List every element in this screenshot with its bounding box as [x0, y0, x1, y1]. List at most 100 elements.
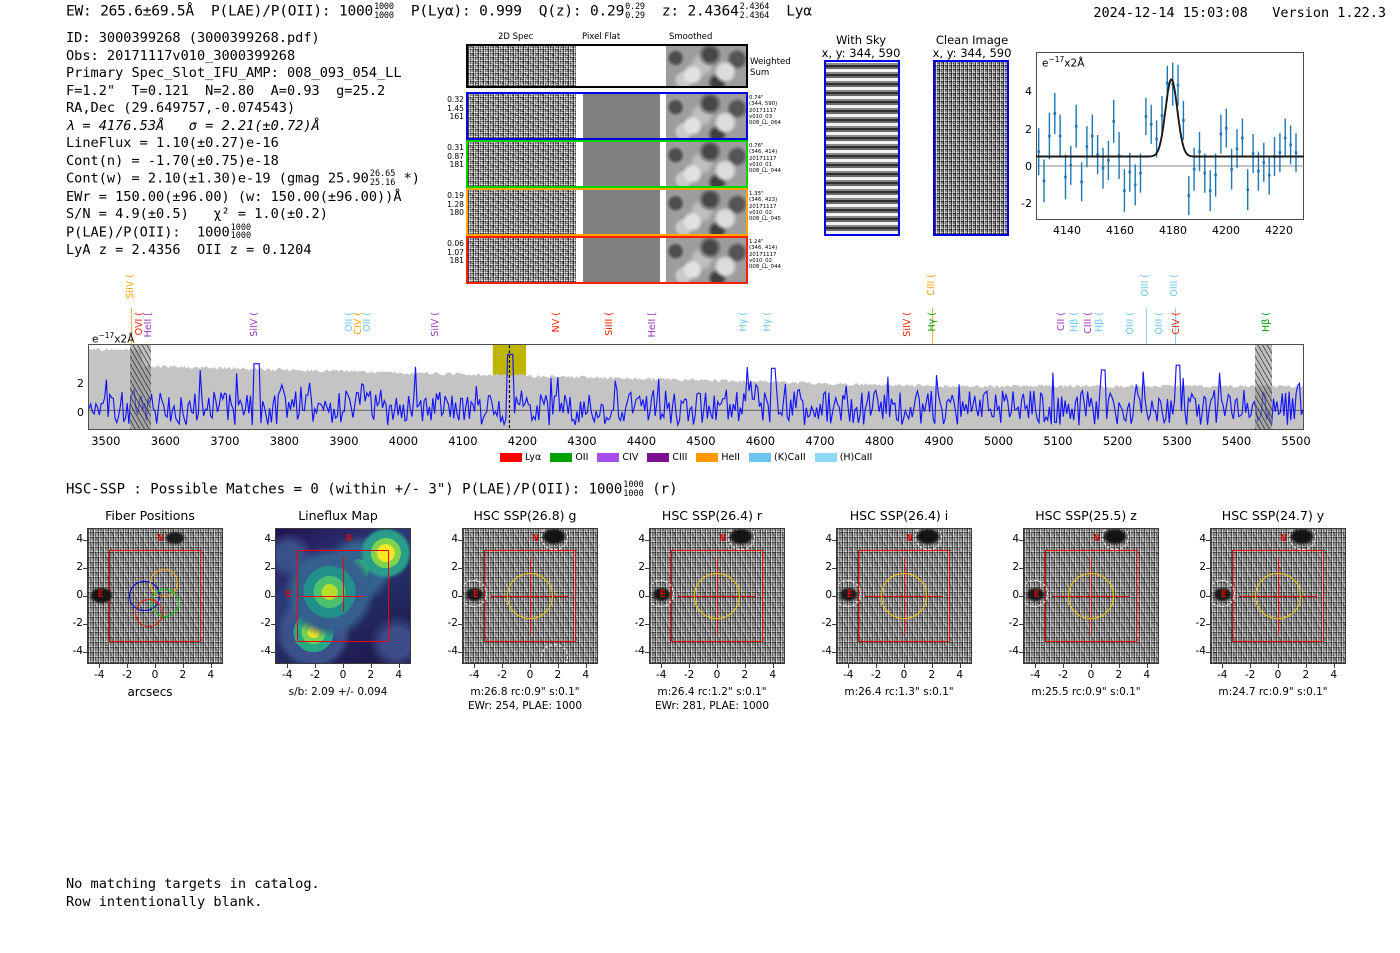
cutout-panel-2[interactable]: HSC SSP(26.8) g N E 4 2 0 -2 -4 -4 -2 0 2 4 m:26.8 rc… [430, 508, 620, 728]
cutout-panel-6[interactable]: HSC SSP(24.7) y N E 4 2 0 -2 -4 -4 -2 0 2 4 m:24.7 rc… [1178, 508, 1368, 728]
qz-hi: 0.29 [625, 2, 645, 12]
footer-line-1: No matching targets in catalog. [66, 876, 320, 892]
info-id: ID: 3000399268 (3000399268.pdf) [66, 30, 320, 46]
fiber-row-1-pixelflat-image [582, 94, 661, 138]
cutout-xtick-mark [717, 664, 718, 668]
info-obs: Obs: 20171117v010_3000399268 [66, 47, 296, 64]
catalog-marker-circle [914, 529, 942, 551]
cutout-ytick: 0 [1199, 589, 1206, 601]
fiber-row-3[interactable]: 0.19 1.28 180 1.35" (346, 423) 20171117 … [447, 188, 781, 236]
cutout-image[interactable] [87, 528, 223, 664]
qz-label: Q(z): [538, 3, 582, 20]
cutout-xtick: -2 [1244, 669, 1256, 681]
cutout-xtick-mark [155, 664, 156, 668]
report-timestamp: 2024-12-14 15:03:08 [1093, 5, 1248, 21]
ew-value: 265.6±69.5Å [100, 3, 194, 20]
fiber-row-2[interactable]: 0.31 0.87 181 0.76" (346, 414) 20171117 … [447, 140, 781, 188]
compass-east: E [472, 589, 479, 601]
legend-item-KCaII: (K)CaII [748, 452, 806, 463]
cutout-ytick: 4 [1199, 533, 1206, 546]
info-lineflux: LineFlux = 1.10(±0.27)e-16 [66, 135, 279, 152]
compass-north: N [532, 533, 539, 545]
cutout-xtick: 2 [367, 669, 375, 681]
cutout-ytick-mark [832, 596, 836, 597]
cutout-xtick-mark [370, 664, 372, 668]
footer-notes: No matching targets in catalog. Row inte… [66, 876, 320, 911]
info-plae-label: P(LAE)/P(OII): 1000 [66, 224, 230, 241]
line-marker-HeII-3572: HeII [ [142, 312, 154, 338]
spectrum-xtick-5400: 5400 [1221, 434, 1252, 448]
cutout-panel-1[interactable]: Lineflux Map N E 4 2 0 -2 -4 -4 -2 0 2 4 s/b: 2.09 +/… [243, 508, 433, 728]
cutout-panel-0[interactable]: Fiber Positions N E 4 2 0 -2 -4 -4 -2 0 2 4 arcsecs [55, 508, 245, 728]
cutout-ytick: 4 [451, 533, 458, 546]
fiber-row-2-labels: 0.31 0.87 181 [447, 143, 464, 170]
spectrum-xtick-5200: 5200 [1102, 434, 1133, 448]
line-marker-OIII-5248: OIII ( [1140, 274, 1152, 297]
line-fit-xtick-4160: 4160 [1106, 224, 1134, 237]
cutout-title: HSC SSP(25.5) z [1035, 508, 1137, 523]
with-sky-title: With Sky x, y: 344, 590 [821, 33, 901, 60]
cutout-panel-5[interactable]: HSC SSP(25.5) z N E 4 2 0 -2 -4 -4 -2 0 2 4 m:25.5 rc… [991, 508, 1181, 728]
cutout-xtick-mark [99, 664, 101, 668]
column-header-pixelflat: Pixel Flat [582, 32, 621, 42]
line-fit-ytick-4: 4 [1025, 85, 1032, 98]
legend-label: Lyα [525, 452, 542, 463]
legend-swatch [647, 453, 670, 462]
cutout-ytick: -2 [72, 616, 83, 629]
cutout-image[interactable] [1023, 528, 1159, 664]
weighted-sum-2dspec-image [468, 46, 577, 86]
cutout-ytick: 0 [825, 589, 832, 601]
cutout-image[interactable] [836, 528, 972, 664]
cutout-caption-1: s/b: 2.09 +/- 0.094 [288, 686, 388, 698]
cutout-ytick-mark [1019, 540, 1023, 542]
cutout-panel-3[interactable]: HSC SSP(26.4) r N E 4 2 0 -2 -4 -4 -2 0 2 4 m:26.4 rc… [617, 508, 807, 728]
timestamp-version: 2024-12-14 15:03:08 Version 1.22.3 [1093, 5, 1386, 21]
plae-hi: 1000 [374, 2, 394, 12]
legend-swatch [597, 453, 620, 462]
cutout-ytick: 2 [76, 561, 83, 574]
fiber-row-1[interactable]: 0.32 1.45 161 0.74" (344, 590) 20171117 … [447, 92, 781, 140]
info-sn-chi2: S/N = 4.9(±0.5) χ² = 1.0(±0.2) [66, 206, 328, 223]
fiber-row-1-labels: 0.32 1.45 161 [447, 95, 464, 122]
cutout-xtick: 2 [928, 669, 936, 681]
aperture-circle [507, 573, 553, 619]
cutout-ytick-mark [1206, 651, 1210, 653]
cutout-ytick: -2 [447, 616, 458, 629]
weighted-sum-smoothed-image [666, 46, 746, 86]
cutout-ytick-mark [832, 623, 836, 625]
fiber-row-2-2dspec-image [468, 142, 577, 186]
cutout-ytick: -4 [1008, 644, 1019, 657]
cutout-xtick-mark [1250, 664, 1252, 668]
cutout-ytick: 4 [638, 533, 645, 546]
fiber-row-1-meta: 0.74" (344, 590) 20171117 v010_03 008_LL… [749, 95, 781, 127]
cutout-xtick: 2 [1115, 669, 1123, 681]
fiber-row-4[interactable]: 0.06 1.07 181 1.24" (346, 414) 20171117 … [447, 236, 781, 284]
cutout-image[interactable] [275, 528, 411, 664]
cutout-image[interactable] [649, 528, 785, 664]
cutout-image[interactable] [462, 528, 598, 664]
compass-east: E [1033, 589, 1040, 601]
cutout-panel-4[interactable]: HSC SSP(26.4) i N E 4 2 0 -2 -4 -4 -2 0 2 4 m:26.4 rc… [804, 508, 994, 728]
cutout-image[interactable] [1210, 528, 1346, 664]
cutout-ytick: 4 [264, 533, 271, 546]
cutout-ytick: 4 [76, 533, 83, 546]
cutout-xtick: 0 [151, 669, 159, 681]
spectrum-xtick-4600: 4600 [745, 434, 776, 448]
cutout-title: HSC SSP(26.8) g [473, 508, 577, 523]
spectrum-ytick-2: 2 [77, 377, 84, 390]
emission-line-fit-chart: e−17x2Å 0 2 4 -2 4140 4160 4180 4200 422… [1021, 52, 1304, 237]
cutout-xtick-mark [1063, 664, 1065, 668]
cutout-xtick: -4 [281, 669, 293, 681]
cutout-ytick-mark [832, 651, 836, 653]
cutout-caption-1: m:25.5 rc:0.9" s:0.1" [1031, 686, 1141, 698]
line-marker-SiIII-4348: SiIII ( [604, 312, 616, 336]
cutout-xtick: 0 [1274, 669, 1282, 681]
legend-label: (K)CaII [773, 452, 806, 463]
fiber-circle-4[interactable] [134, 598, 164, 627]
catalog-marker-circle [540, 644, 568, 663]
legend-swatch [814, 453, 837, 462]
line-marker-tick [1146, 308, 1148, 352]
fiber-row-4-pixelflat-image [582, 238, 661, 282]
info-seeing-params: F=1.2" T=0.121 N=2.80 A=0.93 g=25.2 [66, 82, 386, 99]
fiber-row-2-pixelflat-image [582, 142, 661, 186]
